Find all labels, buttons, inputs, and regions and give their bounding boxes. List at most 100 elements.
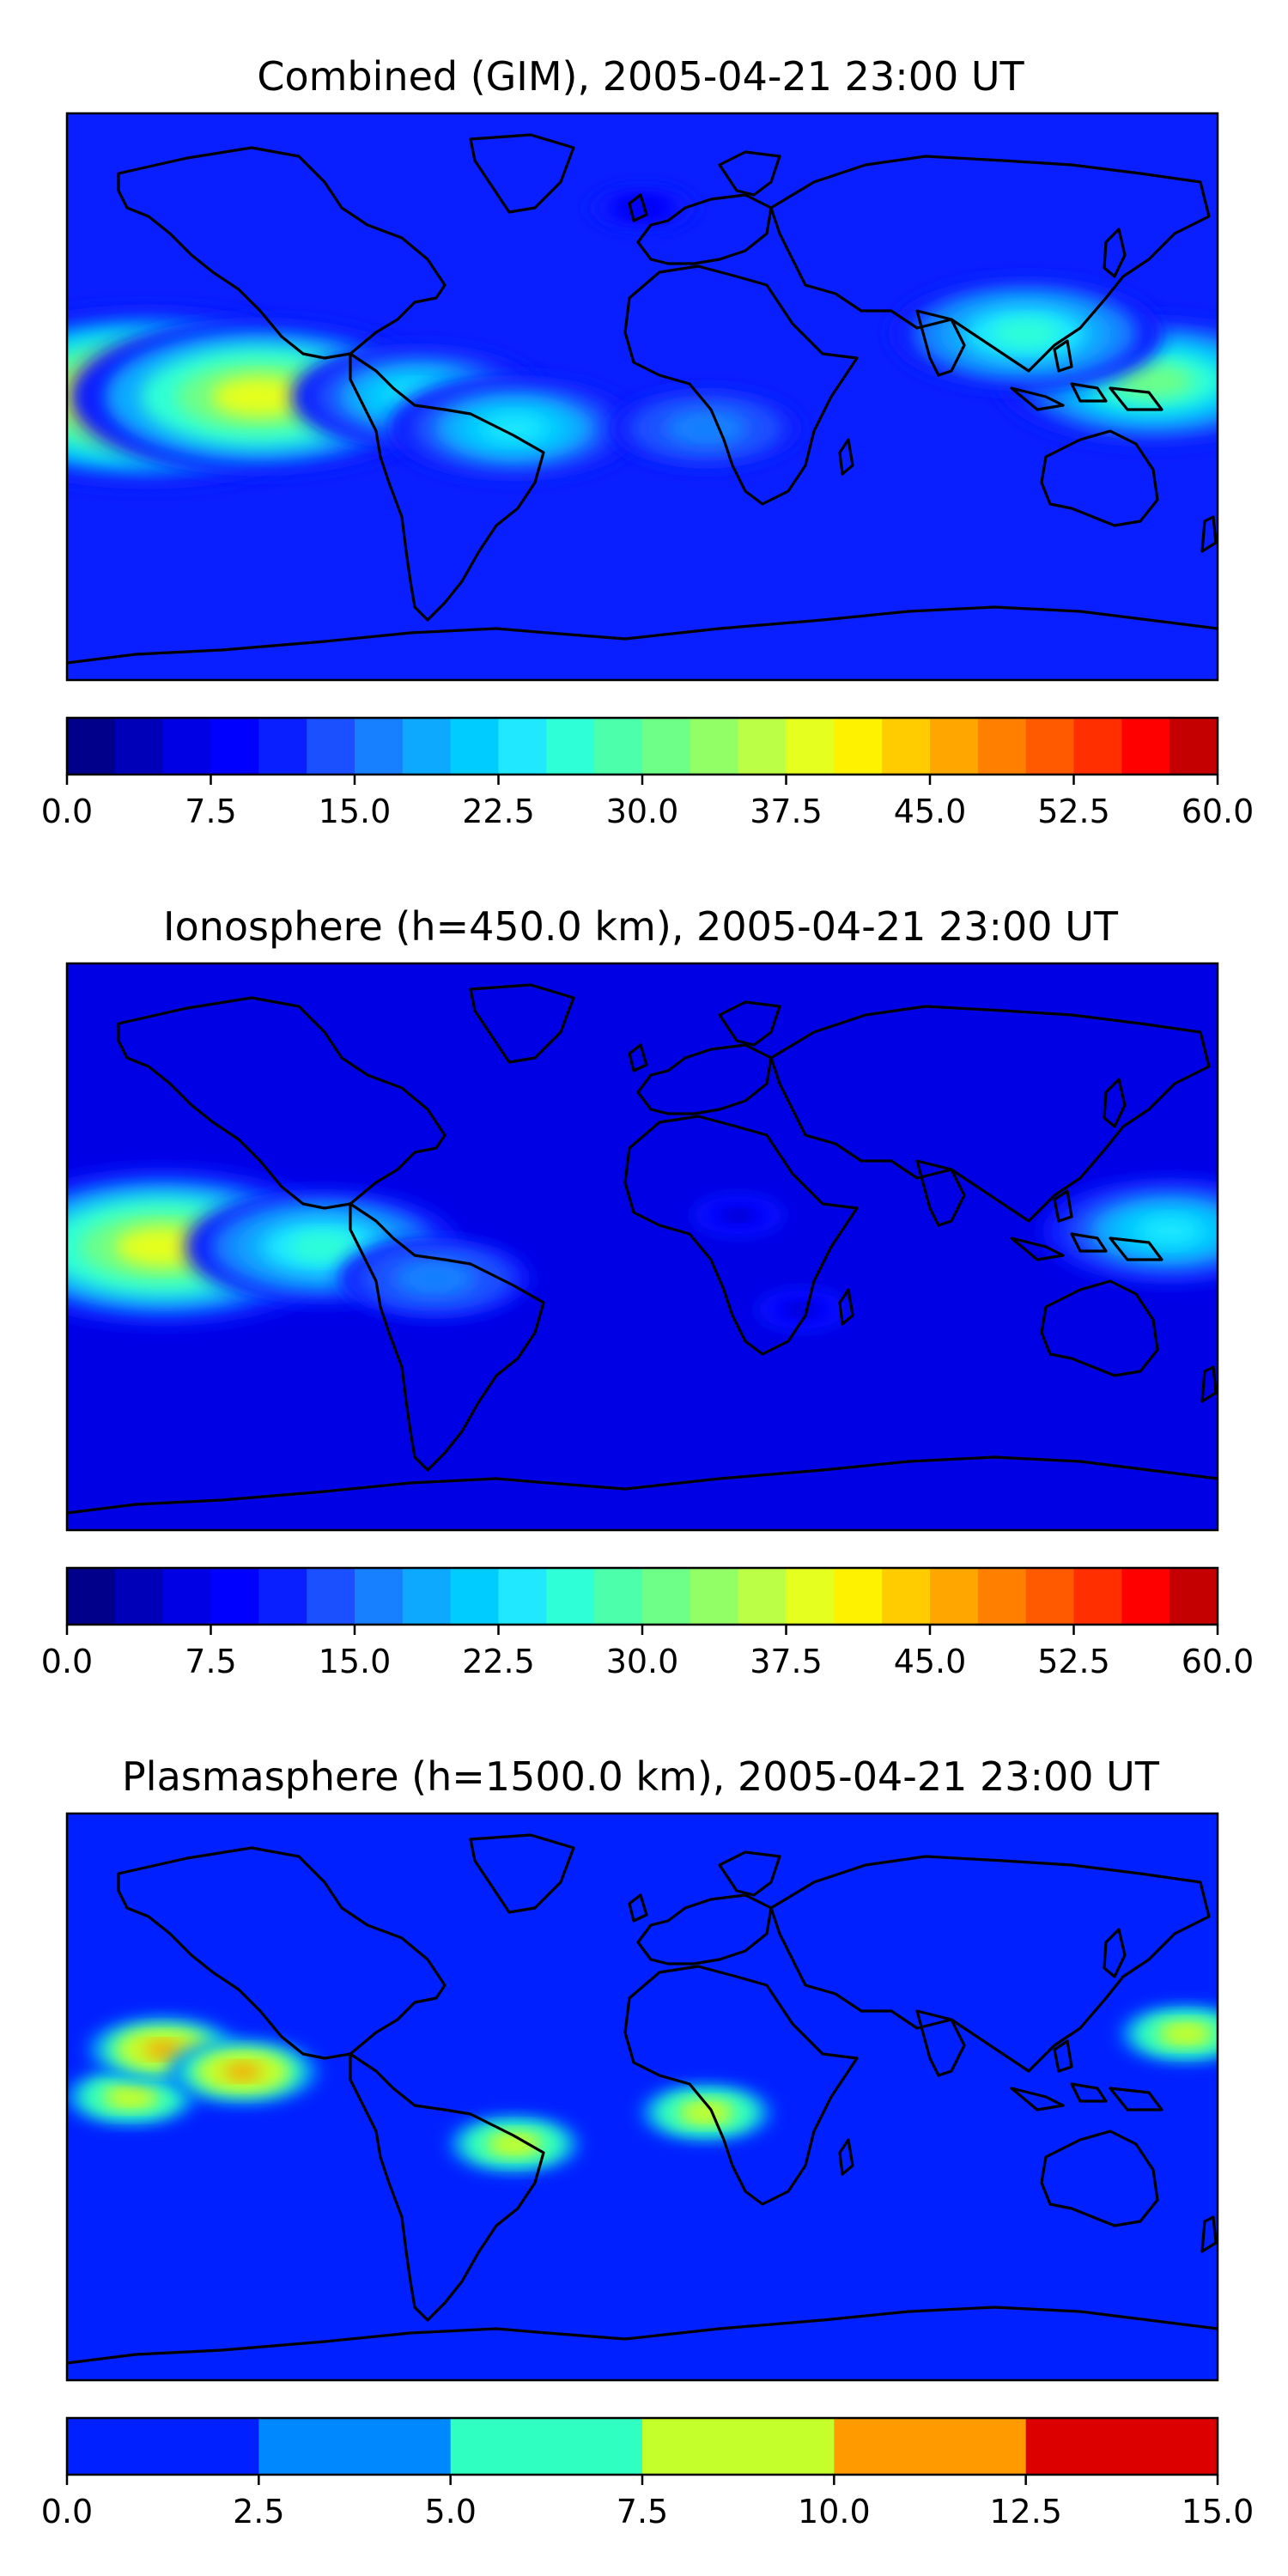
colorbar-tick-label: 7.5	[185, 793, 236, 830]
colorbar-tick-label: 7.5	[185, 1643, 236, 1680]
colorbar-tick-label: 37.5	[750, 1643, 823, 1680]
colorbar-swatch	[1025, 718, 1074, 775]
colorbar-swatch	[307, 1568, 355, 1625]
colorbar-tick-label: 52.5	[1037, 793, 1110, 830]
colorbar-swatch	[307, 718, 355, 775]
tec-feature	[693, 1196, 783, 1235]
colorbar: 0.0 7.5 15.0 22.5 30.0 37.5 45.0 52.5 60.0	[41, 716, 1255, 830]
colorbar-swatch	[67, 2418, 259, 2475]
colorbar-swatch	[1121, 718, 1170, 775]
tec-feature	[641, 2085, 772, 2141]
colorbar-tick-label: 12.5	[989, 2493, 1062, 2530]
colorbar-tick-label: 7.5	[617, 2493, 668, 2530]
tec-feature	[167, 2039, 319, 2104]
tec-map	[65, 962, 1219, 1532]
colorbar-swatch	[450, 718, 499, 775]
colorbar-swatch	[642, 1568, 691, 1625]
tec-contours	[67, 1167, 1218, 1329]
colorbar-swatch	[1170, 1568, 1218, 1625]
colorbar-tick-label: 5.0	[424, 2493, 476, 2530]
colorbar-swatch	[977, 1568, 1027, 1625]
plasmasphere-panel: Plasmasphere (h=1500.0 km), 2005-04-21 2…	[41, 1753, 1255, 2530]
tec-feature	[1120, 2006, 1218, 2062]
contour-band	[1138, 1218, 1202, 1245]
tec-contours	[67, 185, 1218, 489]
contour-band	[483, 415, 547, 442]
ionosphere-panel: Ionosphere (h=450.0 km), 2005-04-21 23:0…	[41, 903, 1255, 1680]
contour-band	[991, 319, 1060, 349]
colorbar-tick-label: 52.5	[1037, 1643, 1110, 1680]
colorbar-tick-label: 10.0	[798, 2493, 871, 2530]
tec-map	[65, 112, 1219, 682]
colorbar-tick-label: 2.5	[233, 2493, 284, 2530]
combined-gim-panel: Combined (GIM), 2005-04-21 23:00 UT 0.0 7…	[41, 53, 1255, 830]
map-frame	[65, 1812, 1219, 2382]
colorbar-swatch	[642, 2418, 835, 2475]
tec-feature	[1042, 1177, 1218, 1285]
colorbar-tick-label: 15.0	[1182, 2493, 1255, 2530]
colorbar-swatch	[1073, 718, 1122, 775]
colorbar-swatch	[210, 718, 259, 775]
tec-feature	[888, 276, 1163, 392]
contour-band	[288, 1232, 357, 1261]
colorbar-swatch	[498, 1568, 547, 1625]
colorbar-tick-label: 45.0	[894, 1643, 967, 1680]
colorbar-tick-label: 22.5	[462, 793, 535, 830]
colorbar-swatch	[1025, 1568, 1074, 1625]
colorbar-swatch	[738, 1568, 787, 1625]
map-title: Combined (GIM), 2005-04-21 23:00 UT	[257, 53, 1024, 100]
colorbar-tick-label: 22.5	[462, 1643, 535, 1680]
colorbar-swatch	[162, 1568, 211, 1625]
colorbar-swatch	[642, 718, 691, 775]
colorbar-swatch	[834, 718, 883, 775]
map-title: Ionosphere (h=450.0 km), 2005-04-21 23:0…	[163, 903, 1119, 950]
colorbar-tick-label: 45.0	[894, 793, 967, 830]
contour-band	[143, 2041, 182, 2058]
contour-band	[223, 2063, 262, 2080]
contour-band	[1169, 2026, 1202, 2041]
contour-band	[791, 1304, 814, 1315]
map-frame	[65, 962, 1219, 1532]
colorbar-swatch	[930, 1568, 979, 1625]
colorbar-swatch	[402, 1568, 452, 1625]
colorbar-tick-label: 15.0	[319, 793, 392, 830]
colorbar-tick-label: 15.0	[319, 1643, 392, 1680]
colorbar-tick-label: 30.0	[606, 1643, 679, 1680]
colorbar-tick-label: 60.0	[1182, 793, 1255, 830]
colorbar-swatch	[450, 1568, 499, 1625]
tec-feature	[757, 1291, 848, 1329]
tec-feature	[338, 1237, 532, 1319]
tec-feature	[67, 2069, 197, 2124]
map-canvas	[67, 963, 1218, 1530]
colorbar-swatch	[67, 718, 116, 775]
colorbar-swatch	[258, 718, 307, 775]
tec-contours	[67, 2006, 1218, 2172]
colorbar-swatch	[1121, 1568, 1170, 1625]
colorbar-swatch	[67, 1568, 116, 1625]
map-frame	[65, 112, 1219, 682]
colorbar-swatch	[546, 718, 595, 775]
colorbar-tick-label: 30.0	[606, 793, 679, 830]
contour-band	[114, 2090, 148, 2104]
colorbar-swatch	[258, 2418, 452, 2475]
contour-band	[690, 2105, 723, 2120]
colorbar-swatch	[162, 718, 211, 775]
colorbar-swatch	[786, 1568, 835, 1625]
contour-band	[1114, 364, 1194, 398]
contour-band	[629, 202, 656, 214]
colorbar-swatch	[402, 718, 452, 775]
colorbar-swatch	[882, 1568, 931, 1625]
colorbar-swatch	[114, 718, 164, 775]
colorbar-swatch	[738, 718, 787, 775]
contour-band	[115, 1226, 210, 1267]
colorbar-swatch	[355, 1568, 404, 1625]
colorbar-swatch	[690, 718, 739, 775]
contour-band	[410, 1267, 459, 1289]
colorbar-tick-label: 60.0	[1182, 1643, 1255, 1680]
tec-feature	[449, 2117, 580, 2172]
colorbar-swatch	[977, 718, 1027, 775]
colorbar-swatch	[930, 718, 979, 775]
map-title: Plasmasphere (h=1500.0 km), 2005-04-21 2…	[122, 1753, 1160, 1800]
map-canvas	[67, 113, 1218, 680]
colorbar-swatch	[1073, 1568, 1122, 1625]
